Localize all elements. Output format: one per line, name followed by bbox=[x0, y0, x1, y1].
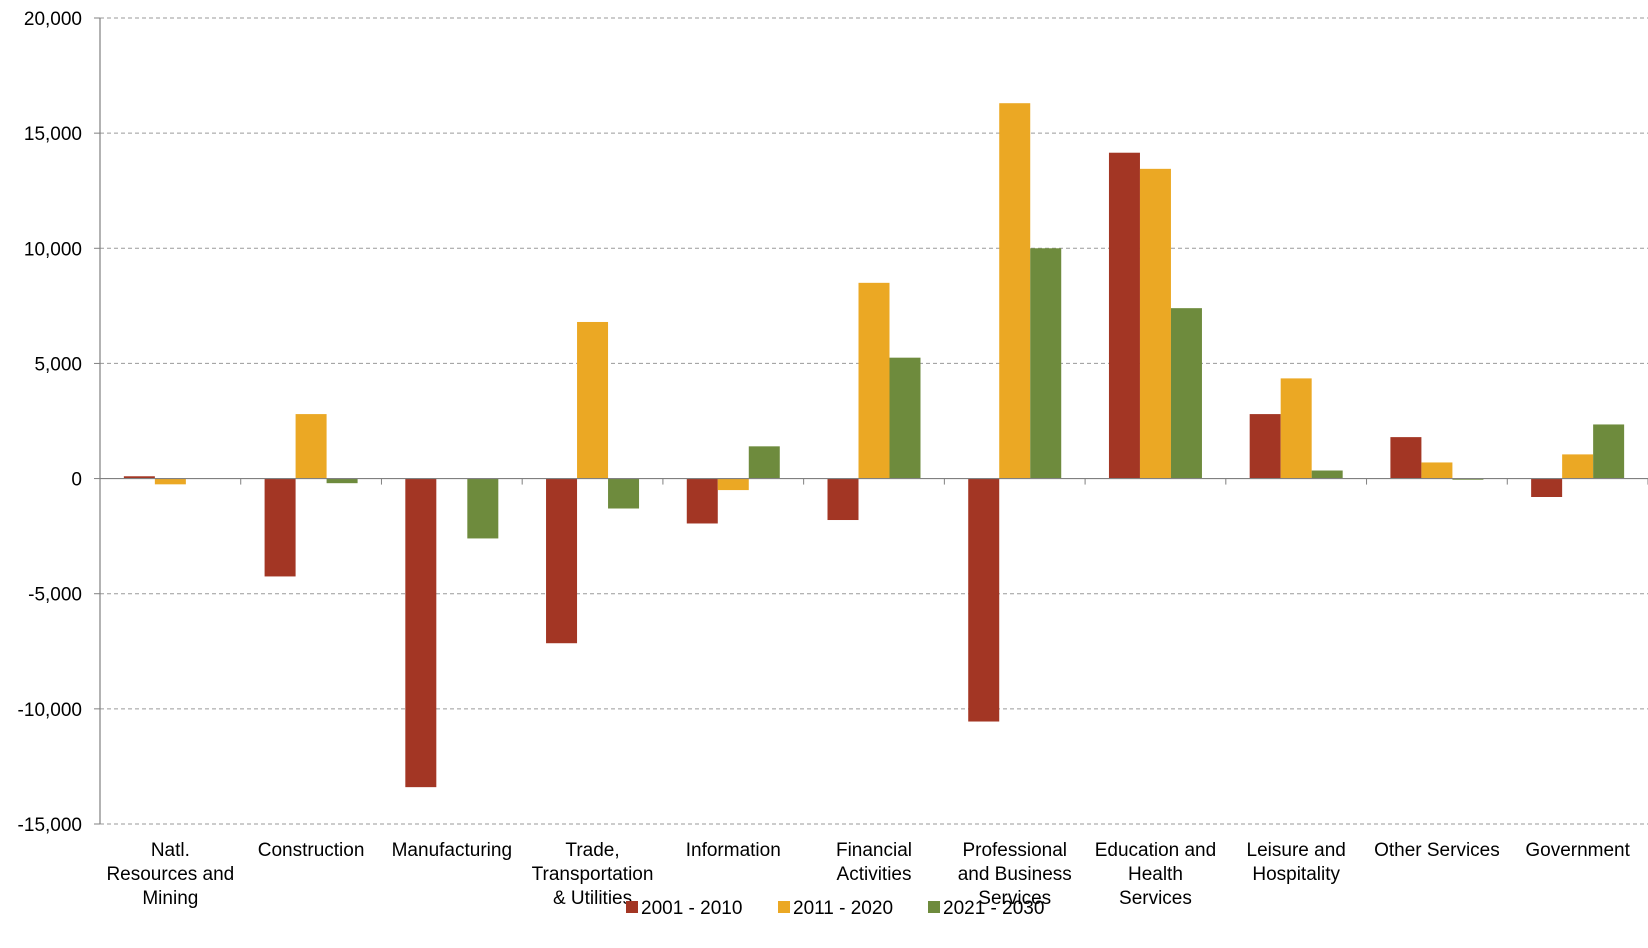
bar bbox=[295, 414, 327, 479]
y-tick-label: -10,000 bbox=[18, 700, 82, 721]
bar bbox=[827, 478, 859, 521]
legend-swatch bbox=[778, 901, 790, 913]
bar bbox=[968, 478, 1000, 722]
bar bbox=[686, 478, 718, 524]
bar bbox=[748, 446, 780, 479]
y-tick-label: 0 bbox=[71, 470, 82, 491]
x-category-label: Manufacturing bbox=[392, 840, 512, 861]
legend-swatch bbox=[626, 901, 638, 913]
x-category-label: Information bbox=[686, 840, 781, 861]
bar bbox=[1108, 152, 1140, 479]
legend-swatch bbox=[928, 901, 940, 913]
y-tick-label: 10,000 bbox=[24, 239, 82, 260]
y-axis-ticks: -15,000 -10,000 -5,000 0 5,000 10,000 15,000 20… bbox=[18, 9, 100, 836]
bar bbox=[889, 357, 921, 479]
bar bbox=[1531, 478, 1563, 497]
bar bbox=[858, 282, 890, 479]
y-tick-label: -5,000 bbox=[28, 585, 82, 606]
bar bbox=[1562, 454, 1594, 479]
y-tick-label: -15,000 bbox=[18, 815, 82, 836]
bar bbox=[608, 478, 640, 509]
x-category-label: Leisure and Hospitality bbox=[1247, 840, 1346, 885]
bar bbox=[1280, 378, 1312, 479]
x-category-label: Financial Activities bbox=[836, 840, 912, 885]
bar bbox=[546, 478, 578, 644]
legend: 2001 - 2010 2011 - 2020 2021 - 2030 bbox=[626, 898, 1044, 919]
legend-label: 2011 - 2020 bbox=[793, 898, 893, 919]
bar bbox=[405, 478, 437, 788]
bar bbox=[577, 321, 609, 479]
bar bbox=[123, 476, 155, 479]
y-tick-label: 15,000 bbox=[24, 124, 82, 145]
x-category-label: Government bbox=[1525, 840, 1630, 861]
x-category-label: Construction bbox=[258, 840, 365, 861]
legend-label: 2021 - 2030 bbox=[943, 898, 1044, 919]
bar bbox=[1311, 470, 1343, 479]
bar bbox=[154, 478, 186, 485]
bar bbox=[467, 478, 499, 539]
y-tick-label: 5,000 bbox=[34, 354, 82, 375]
x-category-label: Other Services bbox=[1374, 840, 1500, 861]
bar bbox=[326, 478, 358, 484]
x-axis-labels: Natl. Resources and Mining Construction Manu… bbox=[106, 840, 1630, 909]
bar bbox=[1170, 308, 1202, 479]
bar bbox=[1593, 424, 1625, 479]
bar bbox=[1030, 248, 1062, 479]
x-category-label: Education and Health Services bbox=[1095, 840, 1217, 909]
bar bbox=[1390, 437, 1422, 479]
legend-label: 2001 - 2010 bbox=[641, 898, 742, 919]
bar bbox=[1139, 168, 1171, 479]
bars bbox=[123, 103, 1625, 788]
bar bbox=[1249, 414, 1281, 479]
bar bbox=[1421, 462, 1453, 479]
x-category-label: Trade, Transportation & Utilities bbox=[532, 840, 654, 909]
axes bbox=[99, 18, 1648, 824]
bar bbox=[717, 478, 749, 491]
bar bbox=[264, 478, 296, 577]
x-category-label: Natl. Resources and Mining bbox=[106, 840, 234, 909]
bar bbox=[999, 103, 1031, 479]
x-category-label: Professional and Business Services bbox=[958, 840, 1072, 909]
y-tick-label: 20,000 bbox=[24, 9, 82, 30]
